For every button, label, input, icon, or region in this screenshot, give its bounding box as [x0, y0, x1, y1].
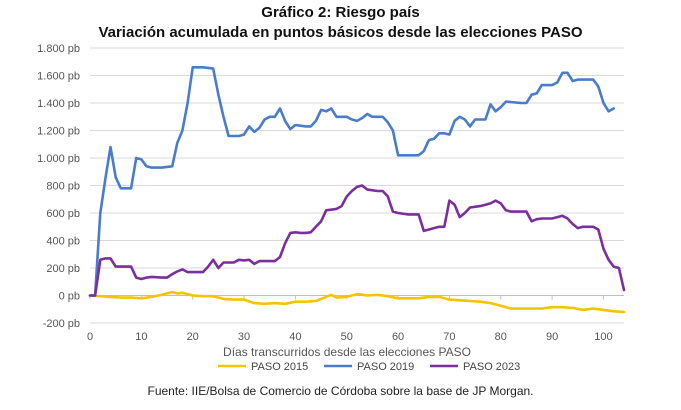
chart-title: Gráfico 2: Riesgo país [261, 4, 420, 21]
x-tick-label: 90 [546, 331, 558, 343]
legend-label: PASO 2023 [463, 361, 520, 373]
x-tick-label: 0 [87, 331, 93, 343]
y-tick-label: 1.400 pb [37, 98, 80, 110]
x-tick-label: 100 [594, 331, 612, 343]
y-tick-label: 1.800 pb [37, 43, 80, 55]
y-tick-label: 1.200 pb [37, 126, 80, 138]
y-tick-label: 1.600 pb [37, 71, 80, 83]
y-tick-label: 600 pb [46, 208, 80, 220]
series-line-paso-2015 [88, 290, 626, 314]
x-tick-label: 40 [289, 331, 301, 343]
x-tick-label: 70 [443, 331, 455, 343]
y-tick-label: -200 pb [43, 318, 80, 330]
series-line-paso-2019 [88, 66, 615, 297]
y-tick-label: 400 pb [46, 236, 80, 248]
y-tick-label: 0 pb [59, 291, 80, 303]
x-tick-label: 20 [187, 331, 199, 343]
chart-subtitle: Variación acumulada en puntos básicos de… [98, 24, 583, 41]
y-tick-label: 1.000 pb [37, 153, 80, 165]
x-tick-label: 80 [495, 331, 507, 343]
chart-source-note: Fuente: IIE/Bolsa de Comercio de Córdoba… [147, 384, 534, 398]
legend-label: PASO 2015 [251, 361, 308, 373]
chart-heading: Gráfico 2: Riesgo país Variación acumula… [0, 3, 681, 43]
y-tick-label: 200 pb [46, 263, 80, 275]
x-tick-label: 30 [238, 331, 250, 343]
series-line-paso-2023 [88, 184, 626, 297]
x-tick-label: 10 [135, 331, 147, 343]
x-tick-label: 50 [341, 331, 353, 343]
legend-label: PASO 2019 [357, 361, 414, 373]
x-axis-label: Días transcurridos desde las elecciones … [223, 345, 471, 359]
y-tick-label: 800 pb [46, 181, 80, 193]
x-tick-label: 60 [392, 331, 404, 343]
